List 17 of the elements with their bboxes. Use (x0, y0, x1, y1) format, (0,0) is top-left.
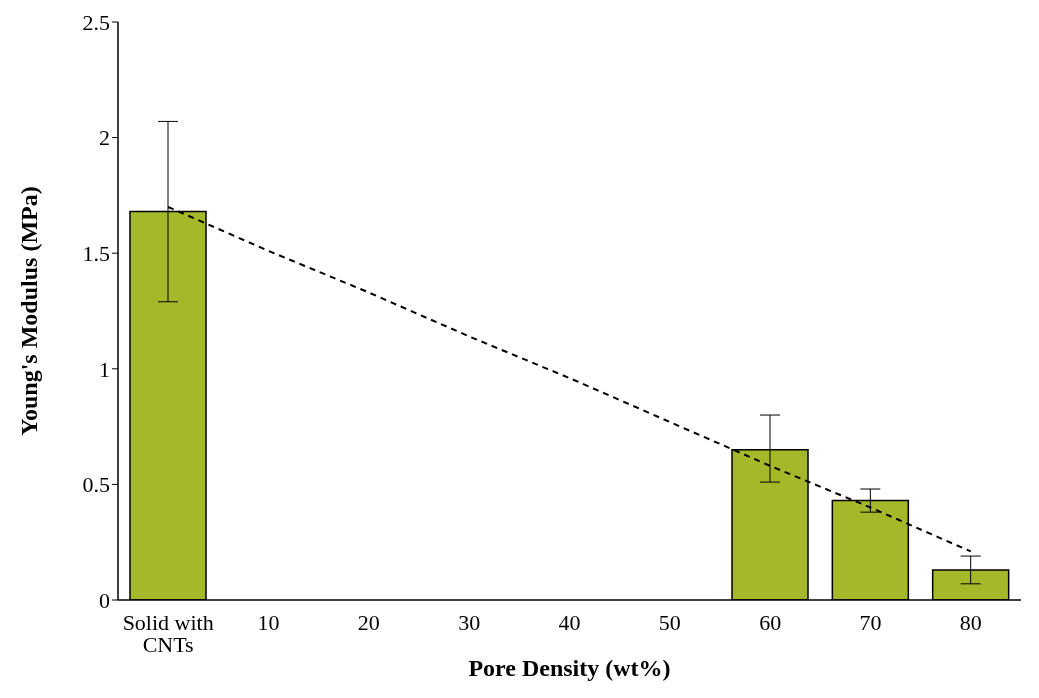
x-tick-label: 10 (257, 609, 280, 635)
y-axis-title: Young's Modulus (MPa) (15, 186, 42, 436)
x-axis-title: Pore Density (wt%) (468, 655, 671, 681)
x-tick-label: 30 (458, 609, 481, 635)
y-tick-label: 0 (99, 587, 110, 613)
x-tick-label: 80 (959, 609, 982, 635)
x-tick-label: 60 (759, 609, 782, 635)
x-tick-label: 40 (558, 609, 581, 635)
y-tick-label: 2.5 (82, 9, 110, 35)
x-tick-label: 50 (658, 609, 681, 635)
x-tick-label: 70 (859, 609, 882, 635)
x-tick-label: Solid with CNTs (122, 609, 214, 657)
x-tick-label: 20 (357, 609, 380, 635)
y-tick-label: 1 (99, 356, 110, 382)
y-tick-label: 0.5 (82, 472, 110, 498)
y-tick-label: 1.5 (82, 241, 110, 267)
y-tick-label: 2 (99, 125, 110, 151)
